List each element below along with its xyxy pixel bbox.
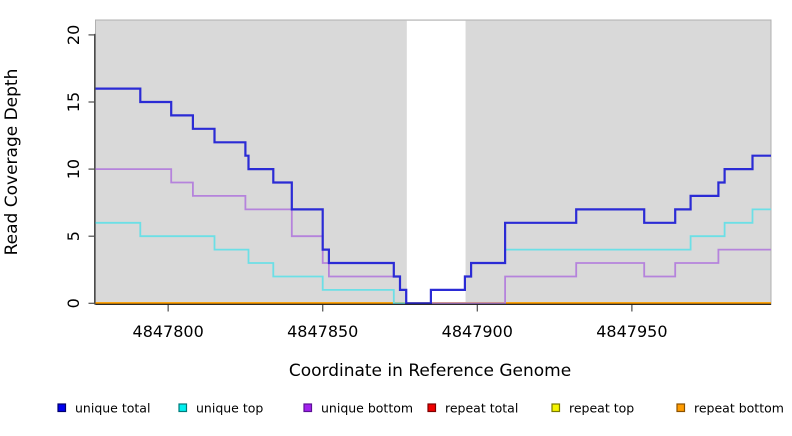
legend-label-repeat-bottom: repeat bottom: [694, 401, 784, 416]
y-tick-label: 20: [64, 25, 83, 45]
legend-swatch-repeat-bottom: [676, 403, 686, 413]
legend-label-unique-bottom: unique bottom: [321, 401, 413, 416]
y-axis-title: Read Coverage Depth: [2, 69, 22, 256]
legend-label-unique-top: unique top: [196, 401, 263, 416]
y-tick-label: 15: [64, 92, 83, 112]
y-tick-label: 5: [64, 231, 83, 241]
x-tick-label: 4847800: [133, 322, 204, 341]
legend-label-unique-total: unique total: [75, 401, 150, 416]
legend-swatch-repeat-top: [551, 403, 561, 413]
legend-swatch-repeat-total: [427, 403, 437, 413]
legend-label-repeat-top: repeat top: [569, 401, 634, 416]
repeat-region-band: [406, 20, 466, 305]
x-tick-label: 4847950: [596, 322, 667, 341]
legend: unique total unique top unique bottom repea…: [57, 401, 784, 416]
x-axis-title: Coordinate in Reference Genome: [289, 361, 571, 381]
legend-swatch-unique-total: [57, 403, 67, 413]
axes: [88, 33, 771, 312]
y-tick-label: 10: [64, 159, 83, 179]
series-lines: [95, 87, 771, 305]
legend-swatch-unique-top: [178, 403, 188, 413]
x-tick-label: 4847900: [442, 322, 513, 341]
tick-labels: 4847800 4847850 4847900 4847950 0 5 10 15 20: [64, 25, 668, 341]
series-line-unique-total: [95, 87, 771, 305]
y-tick-label: 0: [64, 298, 83, 308]
legend-label-repeat-total: repeat total: [445, 401, 518, 416]
plot-area: [95, 19, 772, 305]
x-tick-label: 4847850: [287, 322, 358, 341]
legend-swatch-unique-bottom: [303, 403, 313, 413]
